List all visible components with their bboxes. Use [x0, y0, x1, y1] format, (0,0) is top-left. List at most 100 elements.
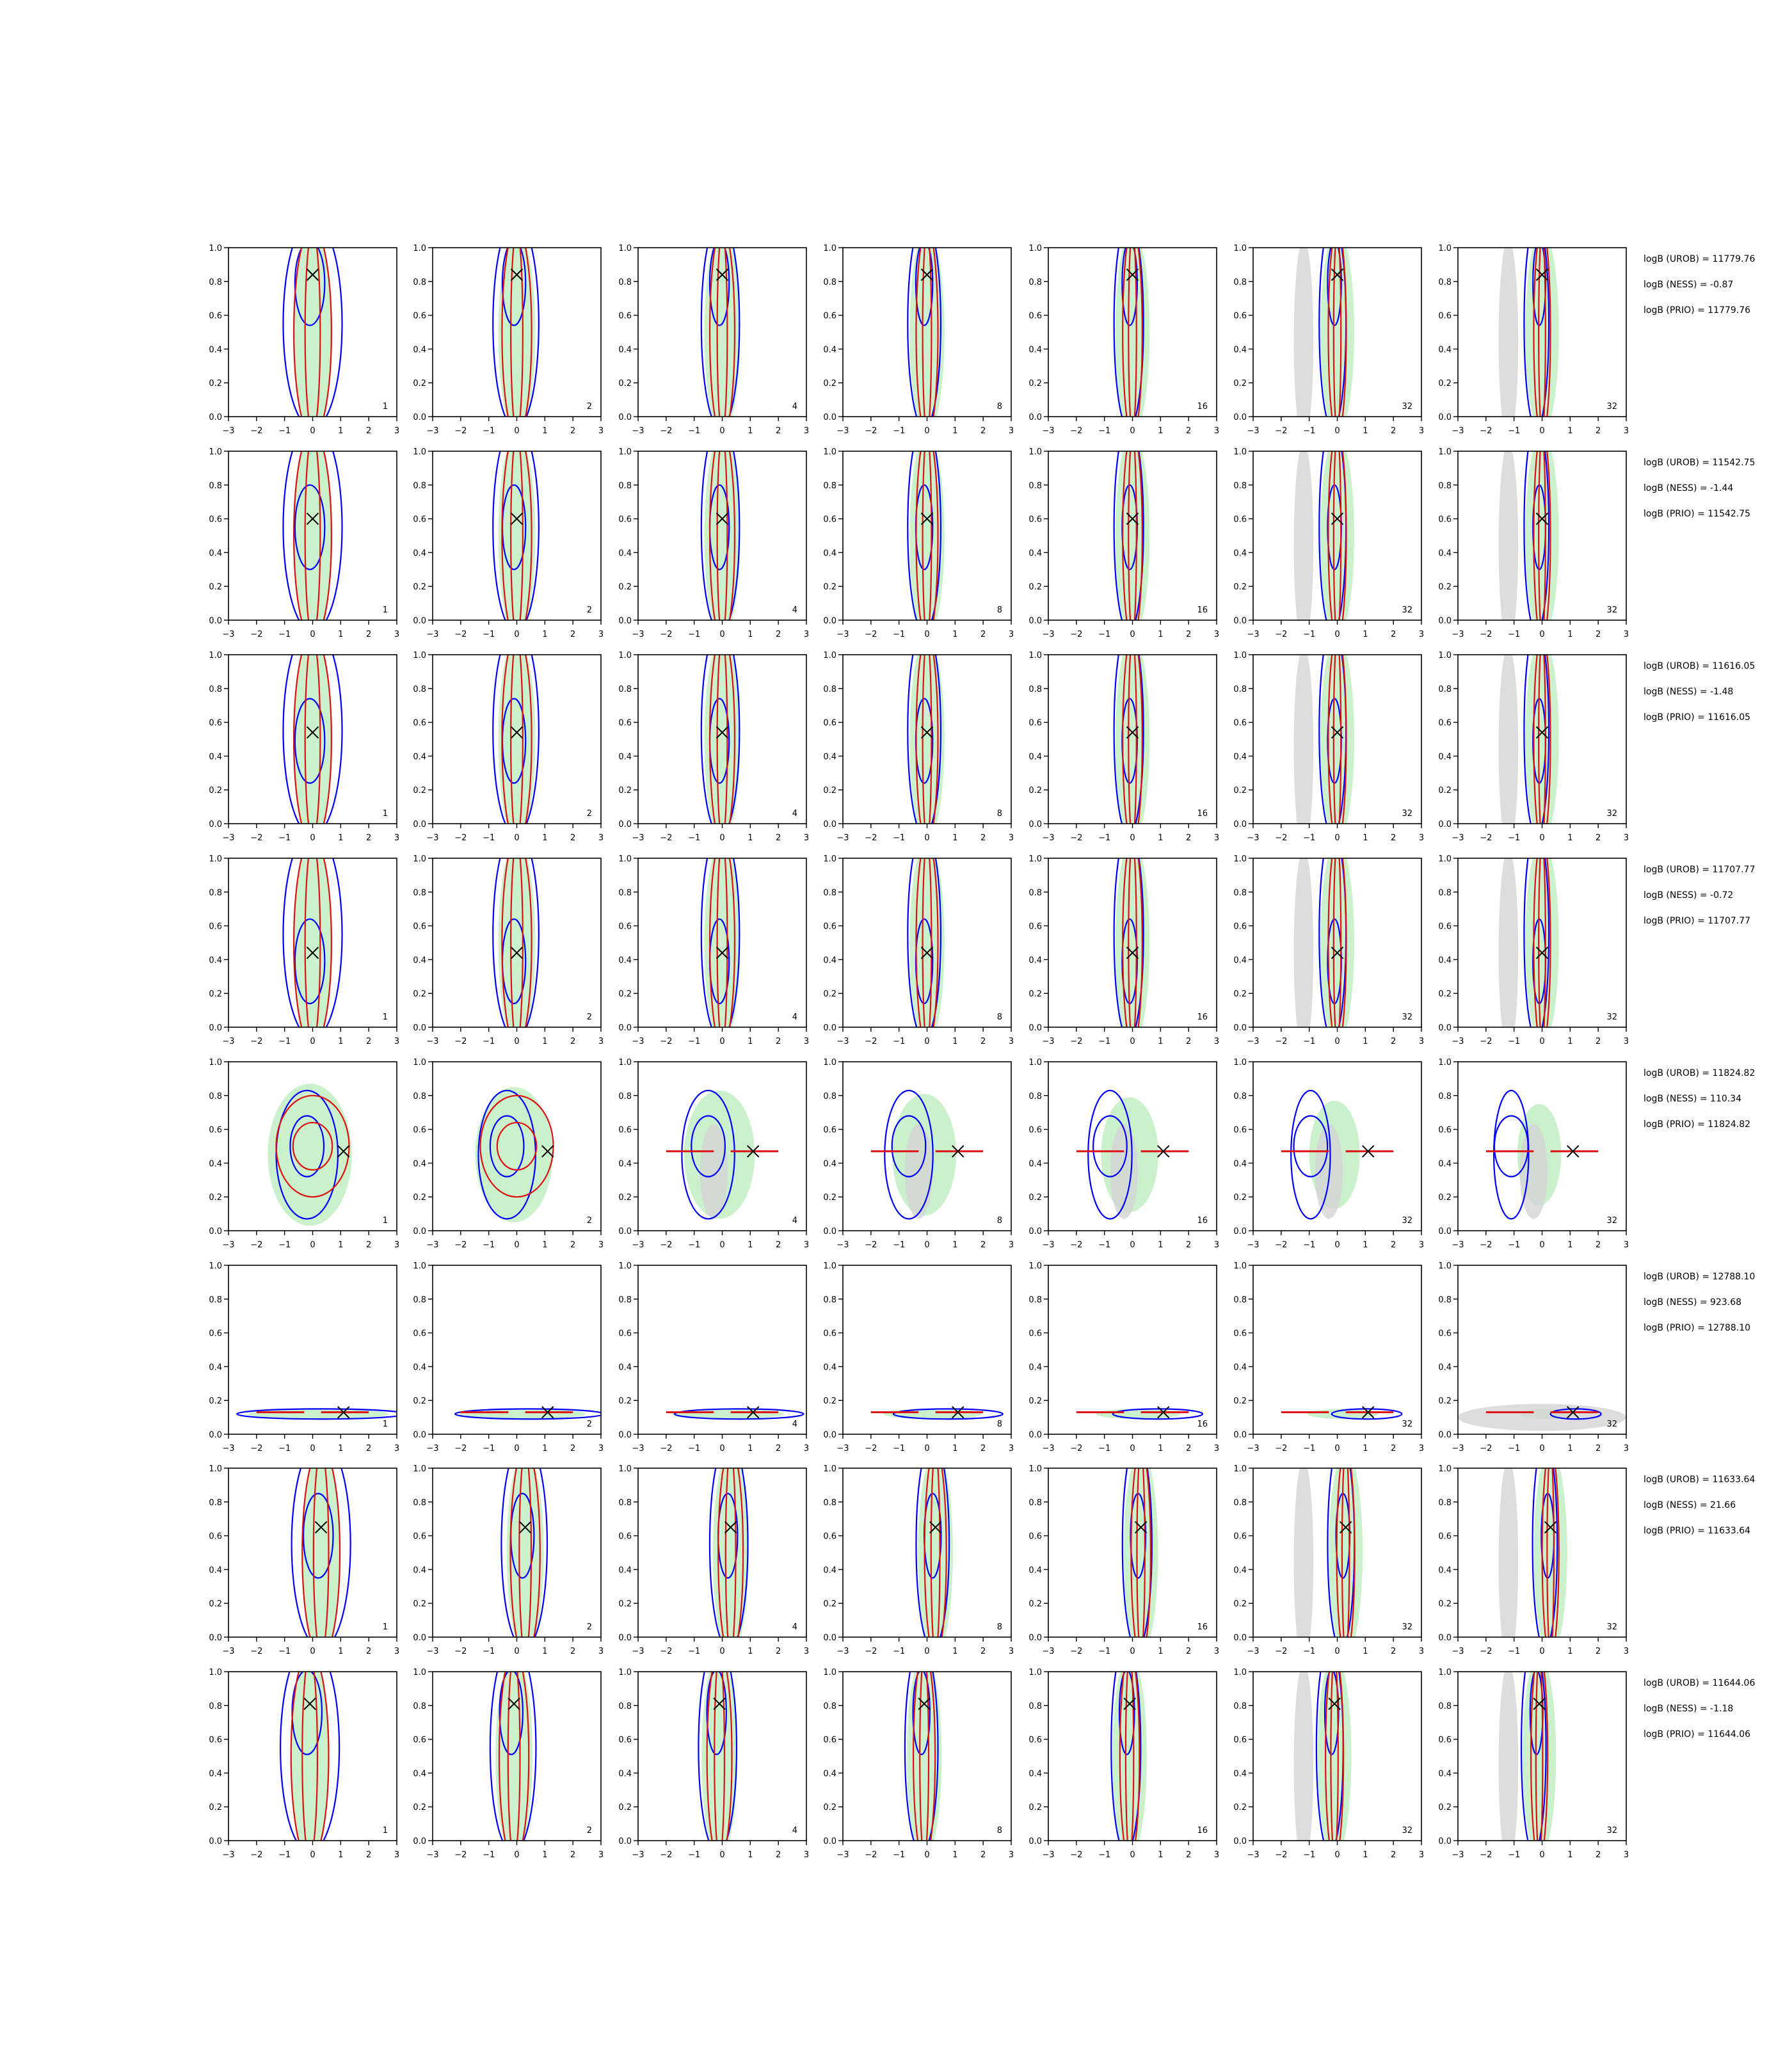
- x-tick-label: −1: [1508, 1037, 1520, 1046]
- x-tick-label: 2: [1596, 1037, 1601, 1046]
- true-value-marker: [1126, 947, 1139, 959]
- x-tick-label: 3: [1624, 630, 1629, 639]
- y-tick-label: 0.0: [209, 820, 222, 829]
- x-tick-label: 3: [1419, 1850, 1424, 1860]
- panel-count-label: 4: [792, 1420, 797, 1429]
- panel-count-label: 1: [383, 402, 388, 412]
- x-tick-label: −2: [250, 426, 262, 436]
- y-tick-label: 0.8: [209, 481, 222, 491]
- x-tick-label: −3: [1042, 1647, 1054, 1656]
- subplot-r5-c1: −3 −2 −1 0 1 2 3 0.0 0.2 0.4 0.6 0.8 1.0 1: [209, 1058, 399, 1250]
- kde-fill: [1320, 451, 1354, 620]
- ness-contour-inner: [510, 451, 524, 620]
- x-tick-label: 0: [924, 630, 929, 639]
- x-tick-label: 3: [1009, 1850, 1014, 1860]
- x-tick-label: 0: [310, 1647, 315, 1656]
- x-tick-label: 1: [338, 1850, 343, 1860]
- y-tick-label: 1.0: [209, 447, 222, 457]
- x-tick-label: 3: [1624, 833, 1629, 843]
- x-tick-label: 2: [776, 1037, 781, 1046]
- x-tick-label: −3: [1247, 426, 1259, 436]
- x-tick-label: 1: [952, 630, 957, 639]
- ness-contour-inner: [1332, 858, 1342, 1027]
- x-tick-label: −1: [483, 1647, 495, 1656]
- y-tick-label: 0.2: [413, 1599, 426, 1609]
- x-tick-label: 2: [1391, 833, 1396, 843]
- ness-contour-outer: [708, 655, 736, 824]
- ness-contour-inner: [312, 1468, 330, 1637]
- ness-contour-inner: [292, 1121, 333, 1171]
- y-tick-label: 1.0: [1233, 244, 1247, 253]
- true-value-marker: [1123, 1697, 1136, 1710]
- ness-contour-inner: [1128, 451, 1137, 620]
- y-tick-label: 0.0: [1438, 1430, 1452, 1440]
- logb-label: logB (PRIO) = 12788.10: [1644, 1323, 1750, 1333]
- x-tick-label: 1: [1363, 833, 1368, 843]
- y-tick-label: 1.0: [1233, 651, 1247, 660]
- true-value-marker: [510, 268, 524, 281]
- x-tick-label: 1: [1158, 1850, 1163, 1860]
- y-tick-label: 0.4: [823, 1363, 836, 1372]
- y-tick-label: 0.2: [1028, 1599, 1042, 1609]
- x-tick-label: 3: [804, 1647, 809, 1656]
- y-tick-label: 0.0: [1233, 413, 1247, 422]
- kde-fill: [1320, 248, 1354, 417]
- subplot-r6-c6: −3 −2 −1 0 1 2 3 0.0 0.2 0.4 0.6 0.8 1.0 32: [1233, 1261, 1424, 1453]
- x-tick-label: 1: [1567, 1850, 1572, 1860]
- y-tick-label: 0.2: [618, 582, 632, 592]
- x-tick-label: −1: [1303, 630, 1315, 639]
- urob-contour-outer: [1113, 858, 1144, 1027]
- y-tick-label: 0.4: [413, 345, 426, 355]
- y-tick-label: 0.6: [1438, 1532, 1452, 1542]
- y-tick-label: 1.0: [1028, 447, 1042, 457]
- x-tick-label: 3: [804, 630, 809, 639]
- x-tick-label: −1: [688, 1850, 700, 1860]
- ness-contour-outer: [293, 248, 332, 417]
- panel-count-label: 32: [1606, 1420, 1617, 1429]
- y-tick-label: 1.0: [413, 854, 426, 864]
- panel-count-label: 2: [587, 1826, 592, 1836]
- y-tick-label: 1.0: [618, 1058, 632, 1068]
- urob-contour-outer: [708, 1468, 749, 1637]
- x-tick-label: 0: [310, 426, 315, 436]
- panel-count-label: 16: [1197, 605, 1208, 615]
- true-value-marker: [1157, 1145, 1170, 1158]
- x-tick-label: −2: [1070, 630, 1082, 639]
- plot-area: [870, 1405, 1004, 1420]
- y-tick-label: 0.0: [413, 1837, 426, 1846]
- x-tick-label: 2: [776, 630, 781, 639]
- y-tick-label: 0.6: [1438, 312, 1452, 321]
- x-tick-label: 2: [1186, 1240, 1191, 1250]
- y-tick-label: 1.0: [1438, 447, 1452, 457]
- true-value-marker: [306, 726, 319, 739]
- logb-label: logB (PRIO) = 11644.06: [1644, 1729, 1750, 1740]
- subplot-r3-c2: −3 −2 −1 0 1 2 3 0.0 0.2 0.4 0.6 0.8 1.0 2: [413, 651, 604, 843]
- x-tick-label: −3: [632, 1647, 644, 1656]
- x-tick-label: −3: [1247, 1240, 1259, 1250]
- true-value-marker: [724, 1521, 737, 1534]
- x-tick-label: 0: [924, 1647, 929, 1656]
- y-tick-label: 1.0: [1438, 651, 1452, 660]
- y-tick-label: 0.8: [1438, 1295, 1452, 1305]
- subplot-r4-c7: −3 −2 −1 0 1 2 3 0.0 0.2 0.4 0.6 0.8 1.0 32: [1438, 854, 1629, 1046]
- x-tick-label: −2: [1480, 1240, 1492, 1250]
- x-tick-label: 2: [366, 1850, 371, 1860]
- y-tick-label: 0.4: [1028, 1159, 1042, 1169]
- ness-contour-inner: [301, 1672, 319, 1841]
- ness-contour-outer: [1327, 858, 1347, 1027]
- y-tick-label: 1.0: [823, 1261, 836, 1271]
- x-tick-label: 1: [1363, 426, 1368, 436]
- x-tick-label: −1: [1508, 426, 1520, 436]
- x-tick-label: −2: [250, 1444, 262, 1453]
- x-tick-label: −2: [1275, 1647, 1287, 1656]
- panel-count-label: 4: [792, 402, 797, 412]
- x-tick-label: 3: [1419, 1037, 1424, 1046]
- kde-fill: [292, 655, 333, 824]
- x-tick-label: −2: [865, 1850, 877, 1860]
- y-tick-label: 0.6: [823, 1126, 836, 1135]
- true-value-marker: [920, 512, 934, 525]
- x-tick-label: −1: [893, 1444, 905, 1453]
- true-value-marker: [716, 947, 729, 959]
- x-tick-label: 3: [394, 833, 399, 843]
- subplot-r1-c3: −3 −2 −1 0 1 2 3 0.0 0.2 0.4 0.6 0.8 1.0 4: [618, 244, 809, 436]
